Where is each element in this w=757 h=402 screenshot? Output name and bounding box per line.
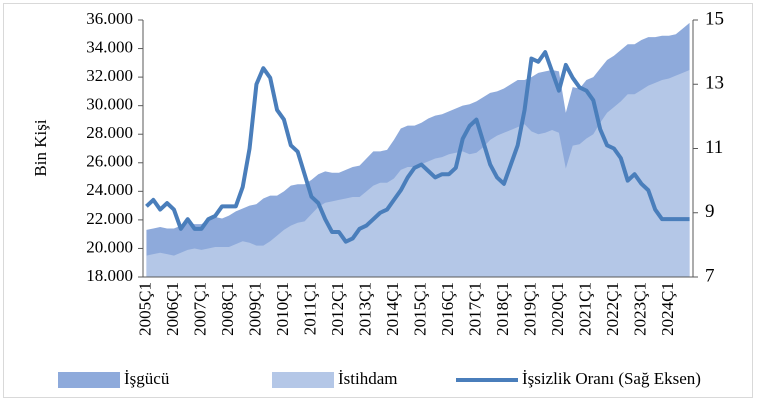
line (145, 50, 690, 244)
x-tick-label: 2012Ç1 (328, 282, 347, 336)
x-tick-label: 2015Ç1 (410, 282, 429, 336)
x-tick-label: 2018Ç1 (493, 282, 512, 336)
y2-tick-label: 9 (705, 201, 715, 222)
x-tick-label: 2006Ç1 (163, 282, 182, 336)
x-tick-label: 2020Ç1 (548, 282, 567, 336)
x-tick-label: 2014Ç1 (383, 282, 402, 336)
x-tick-label: 2024Ç1 (658, 282, 677, 336)
legend-label: İstihdam (338, 369, 398, 388)
y-tick-label: 32.000 (86, 66, 133, 85)
x-tick-label: 2021Ç1 (575, 282, 594, 336)
x-tick-label: 2016Ç1 (438, 282, 457, 336)
y2-tick-label: 7 (705, 265, 715, 286)
y-tick-label: 28.000 (86, 123, 133, 142)
x-tick-label: 2005Ç1 (135, 282, 154, 336)
x-tick-label: 2023Ç1 (630, 282, 649, 336)
x-tick-label: 2017Ç1 (465, 282, 484, 336)
legend-label: İşsizlik Oranı (Sağ Eksen) (522, 369, 701, 388)
y-tick-label: 22.000 (86, 209, 133, 228)
legend-label: İşgücü (124, 369, 170, 388)
y-axis-title: Bin Kişi (31, 119, 50, 176)
area (146, 69, 690, 277)
legend-swatch (58, 372, 120, 388)
y-tick-label: 20.000 (86, 237, 133, 256)
y-tick-label: 18.000 (86, 266, 133, 285)
x-tick-label: 2019Ç1 (520, 282, 539, 336)
y-tick-label: 34.000 (86, 37, 133, 56)
x-tick-label: 2007Ç1 (190, 282, 209, 336)
x-tick-label: 2022Ç1 (603, 282, 622, 336)
x-tick-label: 2011Ç1 (300, 282, 319, 335)
legend-swatch (272, 372, 334, 388)
y-tick-label: 36.000 (86, 9, 133, 28)
y-tick-label: 30.000 (86, 95, 133, 114)
y2-tick-label: 15 (705, 8, 724, 29)
y2-tick-label: 13 (705, 73, 724, 94)
x-tick-label: 2008Ç1 (218, 282, 237, 336)
x-tick-label: 2013Ç1 (355, 282, 374, 336)
x-tick-label: 2009Ç1 (245, 282, 264, 336)
y-tick-label: 26.000 (86, 152, 133, 171)
y-tick-label: 24.000 (86, 180, 133, 199)
y2-tick-label: 11 (705, 137, 723, 158)
x-tick-label: 2010Ç1 (273, 282, 292, 336)
